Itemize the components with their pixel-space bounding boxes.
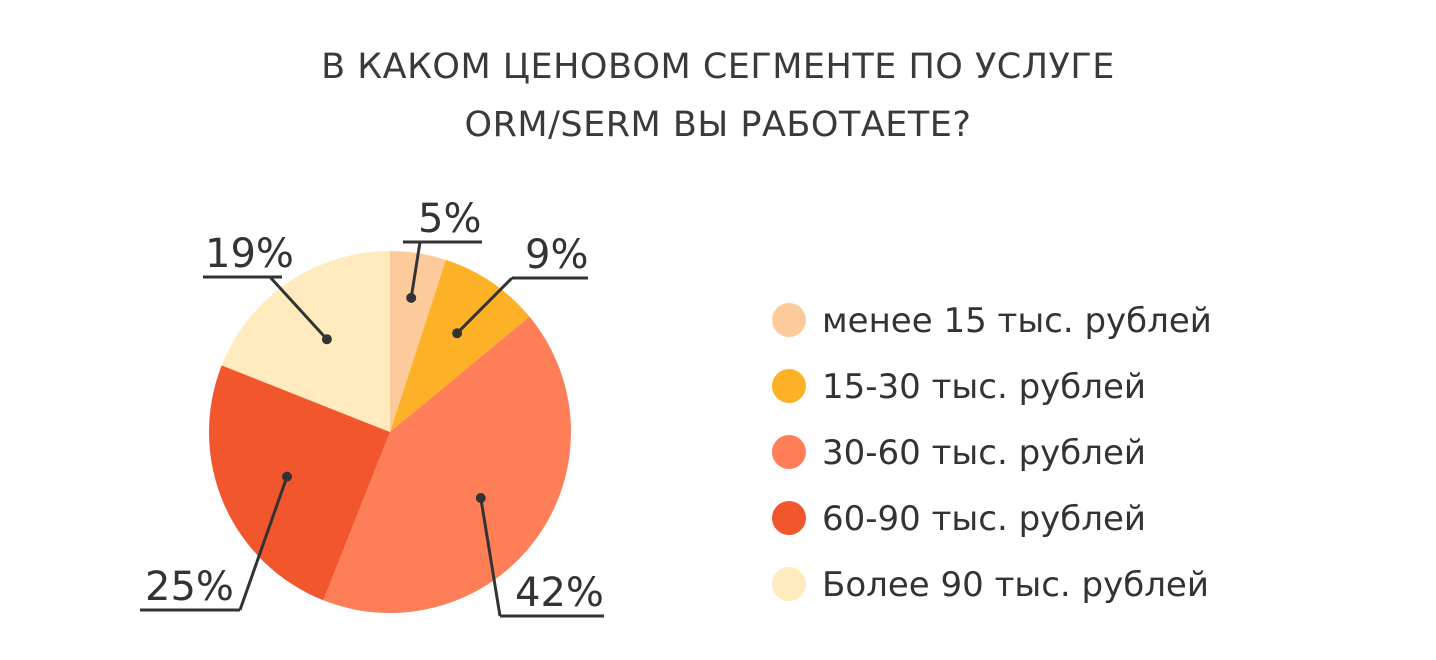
legend-label: 15-30 тыс. рублей bbox=[822, 367, 1146, 407]
legend-marker bbox=[772, 567, 806, 601]
callout-leader bbox=[409, 241, 422, 299]
callout-dot bbox=[282, 471, 292, 482]
legend-label: менее 15 тыс. рублей bbox=[822, 301, 1212, 341]
pie-data-label: 9% bbox=[525, 232, 588, 278]
callout-dot bbox=[321, 334, 332, 345]
chart-title-line-2: ORM/SERM ВЫ РАБОТАЕТЕ? bbox=[464, 105, 972, 145]
pie-slice bbox=[390, 251, 446, 432]
callout-dot bbox=[406, 292, 417, 303]
chart-title-line-1: В КАКОМ ЦЕНОВОМ СЕГМЕНТЕ ПО УСЛУГЕ bbox=[321, 47, 1115, 87]
chart-title: В КАКОМ ЦЕНОВОМ СЕГМЕНТЕ ПО УСЛУГЕ ORM/S… bbox=[0, 38, 1436, 154]
callout-leader bbox=[268, 275, 329, 341]
legend-marker bbox=[772, 369, 806, 403]
legend-label: 30-60 тыс. рублей bbox=[822, 433, 1146, 473]
pie-slice bbox=[208, 365, 390, 601]
callout-dot bbox=[452, 328, 463, 339]
callout-dot bbox=[475, 493, 486, 503]
pie-data-label: 19% bbox=[205, 231, 294, 277]
legend-label: 60-90 тыс. рублей bbox=[822, 499, 1146, 539]
legend-label: Более 90 тыс. рублей bbox=[822, 565, 1209, 605]
pie-data-label: 5% bbox=[418, 196, 481, 242]
legend-marker bbox=[772, 435, 806, 469]
callout-leader bbox=[479, 497, 502, 617]
pie-data-label: 25% bbox=[145, 564, 234, 610]
pie-callouts: 5% 9% 42% 25% 19% bbox=[140, 196, 604, 618]
pie-slice bbox=[221, 251, 390, 432]
callout-leader bbox=[238, 476, 289, 611]
legend-marker bbox=[772, 501, 806, 535]
pie-slice bbox=[390, 259, 530, 432]
pie-slices bbox=[208, 251, 571, 613]
pie-data-label: 42% bbox=[515, 570, 604, 616]
callout-leader bbox=[456, 276, 514, 335]
legend: менее 15 тыс. рублей 15-30 тыс. рублей 30-… bbox=[772, 301, 1212, 605]
pie-slice bbox=[323, 316, 571, 613]
legend-marker bbox=[772, 303, 806, 337]
